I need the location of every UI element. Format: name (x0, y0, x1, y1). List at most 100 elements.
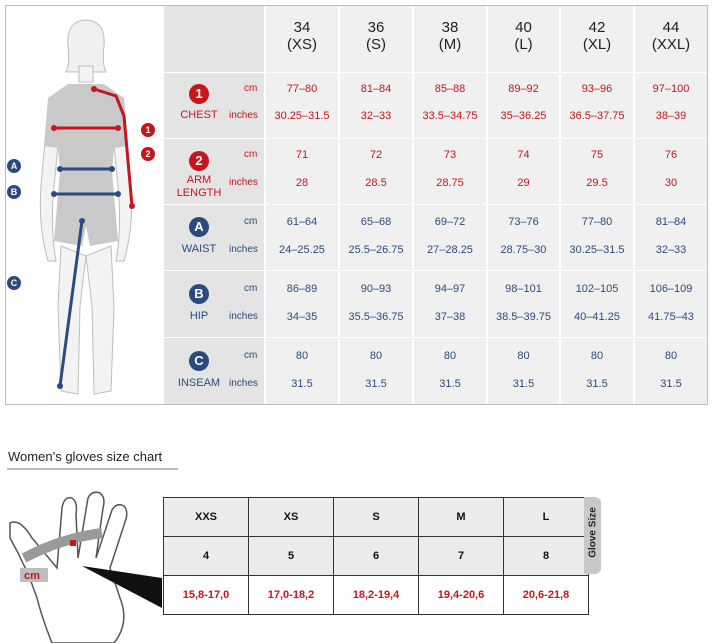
glove-number: 4 (163, 536, 249, 576)
size-header-36: 36 (S) (366, 19, 386, 53)
size-header-34: 34 (XS) (287, 19, 317, 53)
table-cell: 73 (443, 149, 457, 161)
glove-range: 19,4-20,6 (418, 575, 504, 615)
table-cell: 29.5 (586, 177, 608, 189)
table-cell: 80 (443, 350, 457, 362)
glove-size-s: S (333, 497, 419, 537)
inseam-label: INSEAM (177, 377, 221, 389)
inseam-unit-cm: cm (244, 350, 258, 361)
table-cell: 65–68 (360, 216, 392, 228)
table-cell: 81–84 (360, 83, 392, 95)
measure-tape (20, 568, 48, 582)
size-header-40: 40 (L) (514, 19, 533, 53)
inseam-badge: C (189, 351, 209, 371)
table-cell: 80 (590, 350, 604, 362)
size-chart: 1 2 A B C 34 (XS) 36 (S) 38 (M) 40 (L) 42 (XL… (5, 5, 708, 405)
table-cell: 37–38 (434, 311, 466, 323)
table-cell: 80 (664, 350, 678, 362)
glove-size-m: M (418, 497, 504, 537)
table-cell: 28.75 (436, 177, 464, 189)
glove-number: 5 (248, 536, 334, 576)
table-cell: 80 (369, 350, 383, 362)
table-cell: 35–36.25 (500, 110, 547, 122)
table-cell: 31.5 (291, 378, 313, 390)
table-cell: 73–76 (508, 216, 539, 228)
body-silhouette (39, 19, 135, 395)
hand-unit-label: cm (24, 570, 40, 582)
chest-unit-cm: cm (244, 83, 258, 94)
glove-size-side-label: Glove Size (587, 507, 599, 558)
table-cell: 40–41.25 (574, 311, 620, 323)
glove-number: 6 (333, 536, 419, 576)
table-cell: 93–96 (581, 83, 613, 95)
waist-unit-cm: cm (244, 216, 258, 227)
measure-label-column (164, 6, 264, 404)
hip-unit-inches: inches (229, 311, 258, 322)
table-cell: 28 (295, 177, 309, 189)
glove-range: 17,0-18,2 (248, 575, 334, 615)
table-cell: 31.5 (586, 378, 608, 390)
table-cell: 77–80 (581, 216, 613, 228)
table-cell: 85–88 (434, 83, 466, 95)
table-cell: 28.5 (365, 177, 387, 189)
table-cell: 28.75–30 (500, 244, 547, 256)
gloves-title: Women’s gloves size chart (8, 449, 163, 464)
size-header-38: 38 (M) (438, 19, 462, 53)
hip-badge: B (189, 284, 209, 304)
table-cell: 31.5 (439, 378, 461, 390)
table-cell: 29 (517, 177, 530, 189)
table-cell: 94–97 (434, 283, 466, 295)
inseam-unit-inches: inches (229, 378, 258, 389)
marker-1: 1 (141, 123, 155, 137)
waist-label: WAIST (181, 243, 217, 255)
table-cell: 38.5–39.75 (495, 311, 552, 323)
marker-c: C (7, 276, 21, 290)
hip-label: HIP (189, 310, 209, 322)
hand-illustration (9, 491, 162, 643)
glove-range: 18,2-19,4 (333, 575, 419, 615)
table-cell: 75 (590, 149, 604, 161)
table-cell: 76 (664, 149, 678, 161)
arm-unit-inches: inches (229, 177, 258, 188)
table-cell: 72 (369, 149, 383, 161)
table-cell: 81–84 (655, 216, 687, 228)
size-header-44: 44 (XXL) (651, 19, 691, 53)
glove-size-xxs: XXS (163, 497, 249, 537)
table-cell: 71 (295, 149, 309, 161)
glove-size-xs: XS (248, 497, 334, 537)
table-cell: 80 (295, 350, 309, 362)
table-cell: 74 (517, 149, 530, 161)
table-cell: 31.5 (365, 378, 387, 390)
table-cell: 34–35 (286, 311, 318, 323)
hip-unit-cm: cm (244, 283, 258, 294)
table-cell: 90–93 (360, 283, 392, 295)
glove-range: 15,8-17,0 (163, 575, 249, 615)
marker-b: B (7, 185, 21, 199)
table-cell: 106–109 (649, 283, 693, 295)
table-cell: 69–72 (434, 216, 466, 228)
gloves-size-table: XXS XS S M L 4 5 6 7 8 15,8-17,0 17,0-18… (163, 497, 589, 615)
glove-number: 7 (418, 536, 504, 576)
table-cell: 32–33 (360, 110, 392, 122)
glove-range: 20,6-21,8 (503, 575, 589, 615)
waist-badge: A (189, 217, 209, 237)
glove-size-tab (584, 497, 601, 574)
chest-label: CHEST (180, 109, 218, 121)
chest-unit-inches: inches (229, 110, 258, 121)
table-cell: 41.75–43 (648, 311, 694, 323)
chest-badge: 1 (189, 84, 209, 104)
table-cell: 36.5–37.75 (569, 110, 625, 122)
arm-unit-cm: cm (244, 149, 258, 160)
table-cell: 30 (664, 177, 678, 189)
waist-unit-inches: inches (229, 244, 258, 255)
glove-number: 8 (503, 536, 589, 576)
body-figure: 1 2 A B C (6, 6, 166, 404)
table-cell: 77–80 (286, 83, 318, 95)
table-cell: 30.25–31.5 (274, 110, 330, 122)
table-cell: 31.5 (660, 378, 682, 390)
table-cell: 97–100 (652, 83, 690, 95)
table-cell: 102–105 (575, 283, 619, 295)
table-cell: 89–92 (508, 83, 539, 95)
arm-length-badge: 2 (189, 151, 209, 171)
table-cell: 98–101 (505, 283, 542, 295)
